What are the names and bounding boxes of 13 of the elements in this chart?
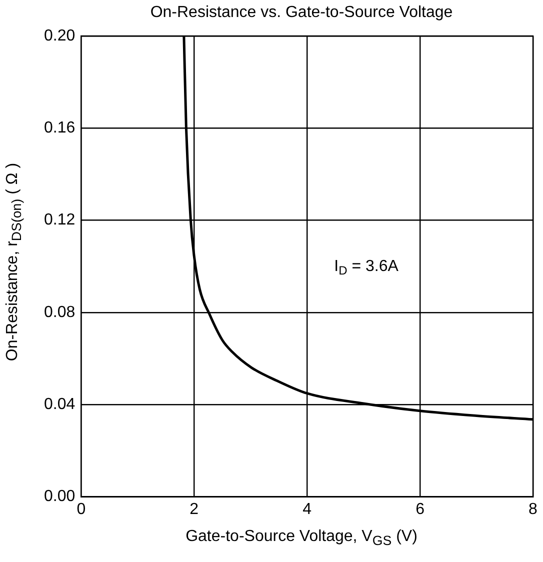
y-tick-label: 0.08 (44, 304, 76, 321)
y-tick-label: 0.20 (44, 27, 76, 44)
chart-title: On-Resistance vs. Gate-to-Source Voltage (149, 4, 454, 22)
x-tick-label: 4 (302, 500, 312, 518)
y-tick-label: 0.12 (44, 212, 76, 229)
x-axis-title: Gate-to-Source Voltage, V$_{GS}$ (V) (184, 528, 418, 548)
x-tick-label: 8 (528, 500, 538, 518)
x-tick-label: 2 (190, 500, 199, 518)
x-tick-label: 6 (416, 500, 425, 518)
x-tick-label: 0 (76, 500, 86, 518)
y-tick-label: 0.16 (44, 120, 76, 137)
y-tick-label: 0.00 (44, 488, 76, 506)
y-tick-label: 0.04 (44, 396, 76, 414)
